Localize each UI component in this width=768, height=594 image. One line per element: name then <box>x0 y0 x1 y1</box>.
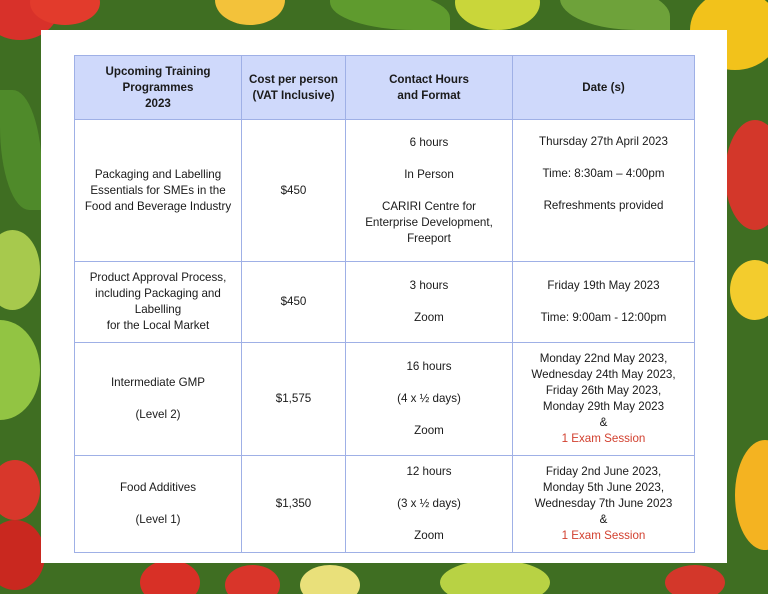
programme-cell: Packaging and Labelling Essentials for S… <box>74 119 242 262</box>
exam-session-note: 1 Exam Session <box>561 529 646 542</box>
header-dates: Date (s) <box>512 55 695 120</box>
contact-hours-cell: 12 hours (3 x ½ days) Zoom <box>345 455 513 553</box>
table-header-row: Upcoming Training Programmes 2023 Cost p… <box>74 55 695 120</box>
contact-hours-cell: 6 hours In Person CARIRI Centre for Ente… <box>345 119 513 262</box>
date-cell: Friday 2nd June 2023, Monday 5th June 20… <box>512 455 695 553</box>
header-cost: Cost per person (VAT Inclusive) <box>241 55 346 120</box>
programme-cell: Intermediate GMP (Level 2) <box>74 342 242 456</box>
cost-cell: $1,575 <box>241 342 346 456</box>
training-card: Upcoming Training Programmes 2023 Cost p… <box>41 30 727 563</box>
date-cell: Monday 22nd May 2023, Wednesday 24th May… <box>512 342 695 456</box>
cost-cell: $450 <box>241 119 346 262</box>
cost-cell: $1,350 <box>241 455 346 553</box>
cost-cell: $450 <box>241 261 346 343</box>
table-row: Food Additives (Level 1) $1,350 12 hours… <box>74 455 695 553</box>
header-contact-hours: Contact Hours and Format <box>345 55 513 120</box>
contact-hours-cell: 3 hours Zoom <box>345 261 513 343</box>
table-row: Packaging and Labelling Essentials for S… <box>74 119 695 262</box>
training-schedule-table: Upcoming Training Programmes 2023 Cost p… <box>74 55 695 553</box>
date-cell: Thursday 27th April 2023 Time: 8:30am – … <box>512 119 695 262</box>
table-row: Product Approval Process, including Pack… <box>74 261 695 343</box>
header-programmes: Upcoming Training Programmes 2023 <box>74 55 242 120</box>
programme-cell: Food Additives (Level 1) <box>74 455 242 553</box>
date-cell: Friday 19th May 2023 Time: 9:00am - 12:0… <box>512 261 695 343</box>
table-row: Intermediate GMP (Level 2) $1,575 16 hou… <box>74 342 695 456</box>
exam-session-note: 1 Exam Session <box>561 432 646 445</box>
contact-hours-cell: 16 hours (4 x ½ days) Zoom <box>345 342 513 456</box>
programme-cell: Product Approval Process, including Pack… <box>74 261 242 343</box>
